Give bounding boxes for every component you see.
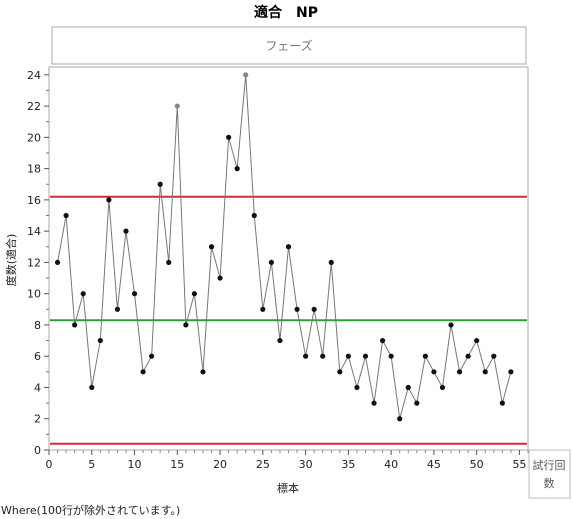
- data-point: [354, 384, 360, 391]
- x-tick-label: 10: [128, 458, 142, 471]
- data-point: [285, 244, 292, 250]
- data-point: [371, 400, 377, 406]
- y-tick-label: 24: [27, 69, 41, 82]
- data-point: [200, 369, 206, 375]
- y-tick-label: 20: [27, 131, 41, 144]
- x-tick-label: 35: [341, 458, 355, 471]
- data-point: [337, 369, 343, 375]
- data-point: [149, 353, 155, 359]
- where-exclusion-note: Where(100行が除外されています。): [1, 503, 180, 517]
- data-point: [260, 306, 266, 312]
- out-of-control-point: [174, 103, 180, 109]
- data-point: [448, 322, 454, 328]
- x-tick-label: 30: [299, 458, 313, 471]
- y-tick-label: 18: [27, 163, 41, 176]
- data-point: [157, 181, 163, 187]
- x-tick-label: 55: [512, 458, 526, 471]
- x-tick-label: 50: [470, 458, 484, 471]
- data-point: [379, 337, 386, 344]
- data-point: [54, 259, 61, 266]
- y-tick-label: 6: [34, 350, 41, 363]
- data-point: [482, 369, 488, 375]
- data-point: [422, 353, 428, 359]
- data-point: [80, 291, 86, 297]
- data-point: [294, 306, 300, 312]
- data-point: [251, 212, 257, 219]
- y-tick-label: 10: [27, 288, 41, 301]
- data-point: [491, 353, 497, 359]
- trials-count-button[interactable]: [528, 449, 571, 499]
- data-point: [431, 369, 437, 375]
- data-point: [226, 134, 232, 140]
- data-point: [268, 259, 274, 266]
- data-point: [97, 337, 103, 344]
- data-point: [320, 353, 326, 359]
- data-point: [362, 353, 369, 359]
- y-tick-label: 22: [27, 100, 41, 113]
- y-tick-label: 14: [27, 225, 41, 238]
- phase-header-label: フェーズ: [265, 38, 312, 53]
- data-point: [456, 369, 463, 375]
- y-tick-label: 2: [34, 413, 41, 426]
- data-point: [114, 306, 121, 312]
- x-axis-title: 標本: [277, 481, 299, 495]
- data-point: [345, 353, 351, 359]
- data-point: [191, 291, 198, 297]
- trials-count-label-line-1: 試行回: [533, 458, 566, 472]
- plot-frame: [48, 66, 529, 451]
- x-tick-label: 25: [256, 458, 270, 471]
- data-point: [208, 244, 215, 250]
- data-point: [405, 384, 411, 391]
- data-point: [106, 197, 112, 203]
- y-tick-label: 8: [34, 319, 41, 332]
- data-point: [72, 322, 78, 328]
- y-tick-label: 12: [27, 256, 41, 269]
- x-tick-label: 45: [427, 458, 441, 471]
- x-tick-label: 0: [46, 458, 53, 471]
- data-point: [131, 291, 138, 297]
- y-tick-label: 4: [34, 381, 41, 394]
- y-tick-label: 16: [27, 194, 41, 207]
- data-point: [465, 353, 471, 359]
- out-of-control-point: [243, 72, 249, 78]
- data-point: [140, 369, 146, 375]
- data-point: [414, 400, 420, 406]
- data-point: [89, 384, 95, 391]
- data-point: [397, 416, 403, 422]
- y-axis-title: 度数(適合): [4, 234, 18, 287]
- data-point: [217, 275, 223, 281]
- data-point: [277, 337, 283, 344]
- x-tick-label: 5: [88, 458, 95, 471]
- data-point: [63, 212, 69, 219]
- data-point: [311, 306, 317, 312]
- data-point: [499, 400, 505, 406]
- x-tick-label: 15: [170, 458, 184, 471]
- data-point: [234, 166, 240, 172]
- data-point: [508, 369, 514, 375]
- phase-header-box[interactable]: [51, 26, 527, 65]
- chart-title: 適合 NP: [254, 4, 318, 21]
- series-line: [57, 74, 512, 419]
- data-point: [328, 259, 334, 266]
- data-point: [439, 384, 446, 391]
- data-point: [388, 353, 394, 359]
- data-point: [183, 322, 189, 328]
- x-tick-label: 20: [213, 458, 227, 471]
- data-point: [303, 353, 309, 359]
- trials-count-label-line-2: 数: [544, 477, 555, 490]
- data-point: [123, 228, 129, 234]
- x-tick-label: 40: [384, 458, 398, 471]
- data-point: [166, 259, 172, 266]
- y-tick-label: 0: [34, 444, 41, 457]
- data-point: [474, 337, 480, 344]
